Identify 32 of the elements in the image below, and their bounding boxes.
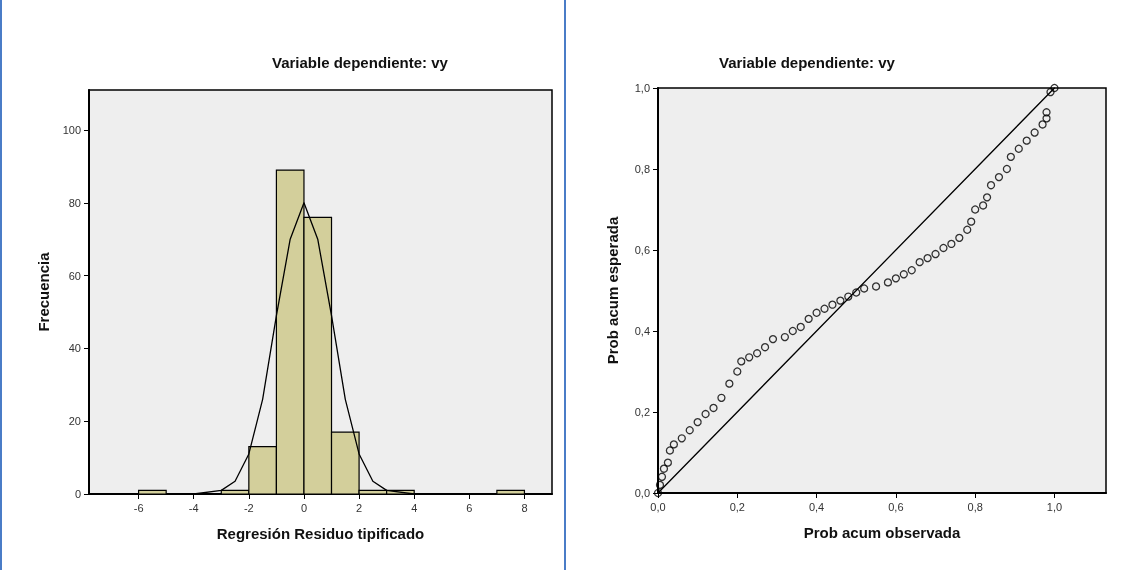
y-axis-title: Prob acum esperada xyxy=(604,216,621,365)
x-tick-label: 8 xyxy=(521,501,528,514)
x-tick-label: 6 xyxy=(466,501,473,514)
y-tick-label: 0,4 xyxy=(634,325,650,337)
y-tick-label: 0,6 xyxy=(634,244,650,256)
x-axis-title: Prob acum observada xyxy=(803,524,962,541)
y-tick-label: 0 xyxy=(74,488,81,500)
x-tick-label: 0,8 xyxy=(967,500,983,513)
x-axis-title: Regresión Residuo tipificado xyxy=(216,525,425,542)
y-tick-label: 40 xyxy=(68,342,81,355)
x-tick-label: 2 xyxy=(356,501,363,514)
x-tick-label: -4 xyxy=(188,501,199,514)
x-tick-label: 0,0 xyxy=(650,500,666,513)
y-tick-label: 0,0 xyxy=(634,487,650,499)
y-tick-label: 100 xyxy=(62,124,81,137)
y-tick-label: 20 xyxy=(68,415,81,428)
x-tick-label: 0,4 xyxy=(808,500,825,513)
x-tick-label: 0 xyxy=(300,501,308,514)
x-tick-label: 0,2 xyxy=(729,500,745,513)
x-tick-label: 1,0 xyxy=(1046,500,1063,513)
y-tick-label: 0,2 xyxy=(634,406,650,418)
x-tick-label: 4 xyxy=(411,501,418,514)
y-tick-label: 0,8 xyxy=(634,163,650,175)
chart-title: Variable dependiente: vy xyxy=(272,54,449,71)
x-tick-label: -2 xyxy=(243,501,254,514)
y-tick-label: 80 xyxy=(68,196,81,209)
y-tick-label: 1,0 xyxy=(634,82,650,94)
chart-title: Variable dependiente: vy xyxy=(719,54,896,71)
y-tick-label: 60 xyxy=(68,269,81,282)
x-tick-label: -6 xyxy=(133,501,144,514)
y-axis-title: Frecuencia xyxy=(35,251,52,332)
x-tick-label: 0,6 xyxy=(888,500,904,513)
